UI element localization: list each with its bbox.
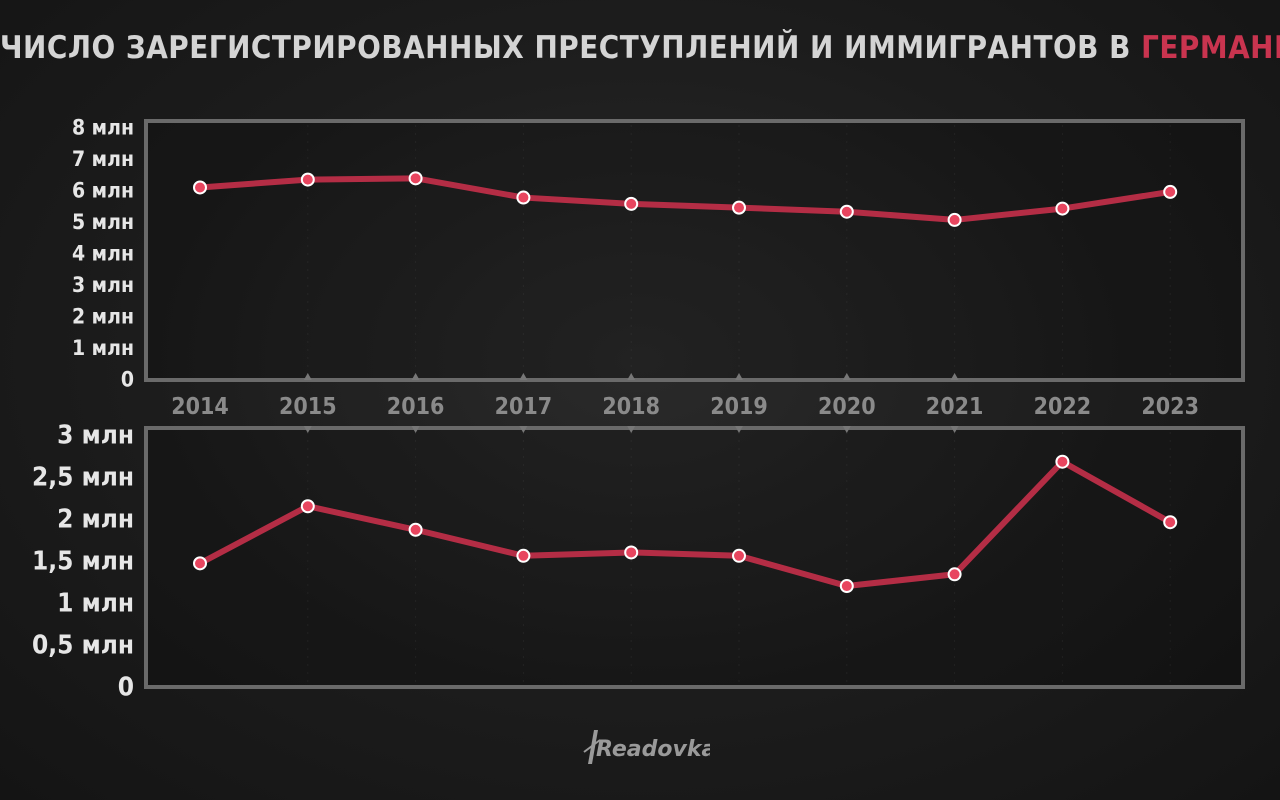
tick-marker-up [842, 373, 851, 380]
tick-marker-down [842, 426, 851, 433]
plot-frame [144, 119, 1245, 382]
tick-marker-down [303, 426, 312, 433]
x-tick-label: 2021 [926, 394, 984, 420]
x-tick-label: 2017 [495, 394, 553, 420]
tick-marker-up [519, 373, 528, 380]
y-tick-label: 3 млн [57, 420, 134, 450]
tick-marker-up [735, 373, 743, 380]
data-point [193, 180, 207, 195]
data-point [1163, 515, 1178, 530]
data-point [624, 545, 639, 560]
x-tick-label: 2018 [602, 394, 660, 420]
data-point [732, 200, 746, 215]
data-point [193, 556, 207, 571]
y-tick-label: 1 млн [72, 336, 134, 360]
y-tick-label: 5 млн [72, 210, 134, 234]
x-tick-label: 2019 [710, 394, 768, 420]
series-line [197, 175, 1174, 223]
y-tick-label: 1 млн [57, 588, 134, 618]
y-tick-label: 2 млн [57, 504, 134, 534]
y-tick-label: 3 млн [72, 273, 134, 297]
x-tick-label: 2022 [1034, 394, 1092, 420]
immigrants-chart: 0 0,5 млн 1 млн 1,5 млн 2 млн 2,5 млн 3 млн [32, 420, 1245, 702]
data-point [1055, 201, 1070, 216]
data-point [408, 522, 423, 537]
x-tick-label: 2015 [279, 394, 337, 420]
chart-title: ЧИСЛО ЗАРЕГИСТРИРОВАННЫХ ПРЕСТУПЛЕНИЙ И … [0, 30, 1280, 66]
data-point [1055, 454, 1070, 469]
data-point [839, 579, 854, 594]
y-tick-label: 6 млн [72, 179, 134, 203]
tick-marker-down [735, 426, 743, 433]
data-point [732, 548, 746, 563]
data-point [1163, 184, 1178, 199]
y-tick-label: 7 млн [72, 147, 134, 171]
tick-marker-up [950, 373, 959, 380]
series-line [197, 458, 1174, 590]
tick-marker-up [411, 373, 420, 380]
data-point [516, 190, 531, 205]
y-tick-label: 2,5 млн [32, 462, 134, 492]
x-tick-label: 2023 [1141, 394, 1199, 420]
data-point [408, 171, 423, 186]
tick-marker-down [411, 426, 420, 433]
y-tick-label: 0 [121, 368, 134, 392]
data-point [516, 548, 531, 563]
y-tick-label: 4 млн [72, 242, 134, 266]
data-point [947, 212, 962, 227]
data-point [300, 172, 315, 187]
readovka-logo: Readovka [583, 730, 710, 764]
tick-marker-up [303, 373, 312, 380]
x-tick-label: 2016 [387, 394, 445, 420]
logo-text: Readovka [596, 737, 710, 762]
x-tick-label: 2014 [171, 394, 229, 420]
chart-title-accent: ГЕРМАНИИ [1141, 30, 1280, 66]
y-tick-label: 0 [118, 672, 134, 702]
y-tick-label: 1,5 млн [32, 546, 134, 576]
year-axis: 2014 2015 2016 2017 2018 2019 2020 2021 2022 2023 [171, 373, 1199, 433]
data-point [839, 204, 854, 219]
x-tick-label: 2020 [818, 394, 876, 420]
tick-marker-up [627, 373, 636, 380]
y-tick-label: 8 млн [72, 116, 134, 140]
y-tick-label: 2 млн [72, 305, 134, 329]
crimes-chart: 0 1 млн 2 млн 3 млн 4 млн 5 млн 6 млн 7 млн 8 мл… [72, 116, 1245, 392]
tick-marker-down [519, 426, 528, 433]
tick-marker-down [950, 426, 959, 433]
data-point [300, 499, 315, 514]
plot-frame [144, 426, 1245, 689]
y-tick-label: 0,5 млн [32, 630, 134, 660]
chart-title-main: ЧИСЛО ЗАРЕГИСТРИРОВАННЫХ ПРЕСТУПЛЕНИЙ И … [0, 30, 1131, 66]
data-point [624, 196, 639, 211]
tick-marker-down [627, 426, 636, 433]
data-point [947, 567, 962, 582]
